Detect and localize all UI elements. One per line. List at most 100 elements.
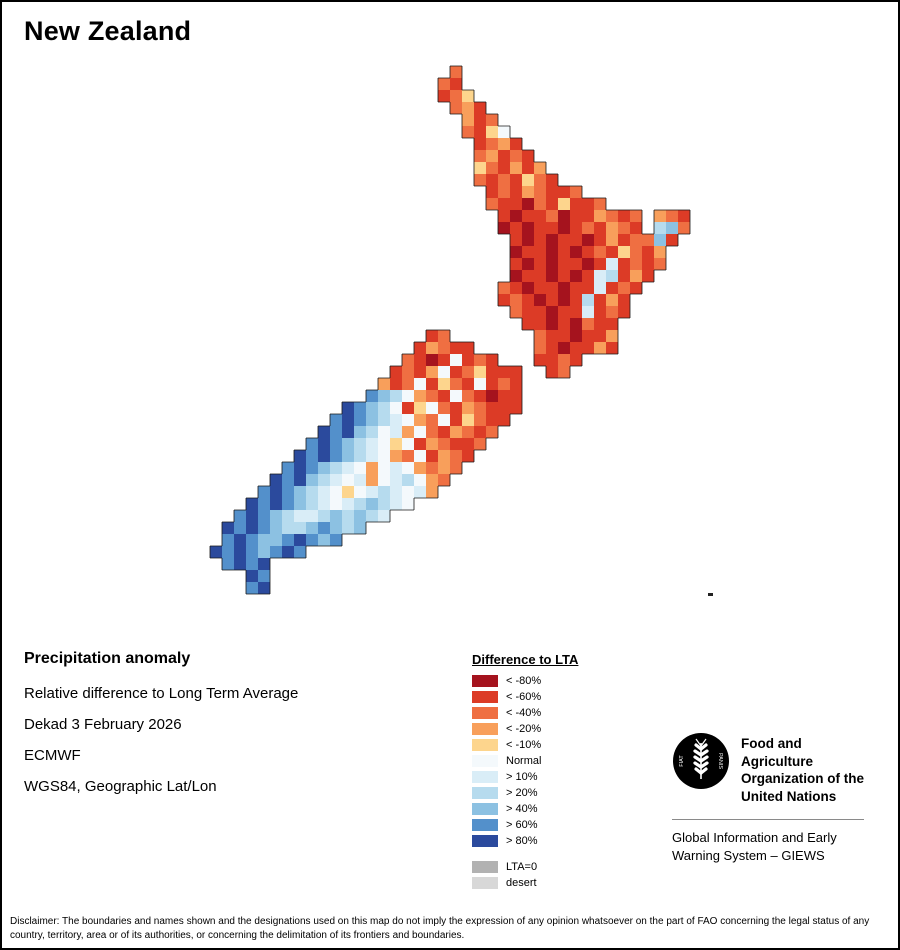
map-cell <box>306 534 318 546</box>
legend-swatch <box>472 835 498 847</box>
map-cell <box>534 246 546 258</box>
map-cell <box>486 150 498 162</box>
map-cell <box>330 462 342 474</box>
map-cell <box>426 474 438 486</box>
map-cell <box>534 318 546 330</box>
map-cell <box>522 186 534 198</box>
map-cell <box>414 426 426 438</box>
map-cell <box>378 414 390 426</box>
map-cell <box>510 222 522 234</box>
map-cell <box>510 246 522 258</box>
map-cell <box>342 522 354 534</box>
map-cell <box>534 330 546 342</box>
map-cell <box>366 510 378 522</box>
map-cell <box>354 498 366 510</box>
legend-swatch <box>472 819 498 831</box>
map-cell <box>450 66 462 78</box>
legend-swatch <box>472 787 498 799</box>
map-cell <box>522 246 534 258</box>
map-cell <box>582 270 594 282</box>
legend-label: Normal <box>506 755 542 767</box>
map-cell <box>630 282 642 294</box>
map-cell <box>606 306 618 318</box>
map-cell <box>270 498 282 510</box>
giews-line: Global Information and Early <box>672 830 837 846</box>
legend-label: < -40% <box>506 707 542 719</box>
legend-item: < -10% <box>472 739 578 751</box>
map-cell <box>330 486 342 498</box>
map-cell <box>510 234 522 246</box>
map-cell <box>498 198 510 210</box>
map-cell <box>522 150 534 162</box>
map-cell <box>282 534 294 546</box>
map-cell <box>486 426 498 438</box>
legend-swatch <box>472 877 498 889</box>
map-cell <box>618 234 630 246</box>
map-cell <box>366 414 378 426</box>
map-cell <box>498 222 510 234</box>
map-cell <box>606 246 618 258</box>
map-cell <box>558 258 570 270</box>
map-cell <box>498 186 510 198</box>
map-cell <box>558 234 570 246</box>
map-cell <box>582 258 594 270</box>
legend-item: > 80% <box>472 835 578 847</box>
info-line-dekad: Dekad 3 February 2026 <box>24 716 182 733</box>
map-cell <box>510 366 522 378</box>
map-cell <box>414 402 426 414</box>
map-cell <box>546 246 558 258</box>
map-cell <box>582 198 594 210</box>
map-cell <box>618 222 630 234</box>
map-cell <box>570 354 582 366</box>
map-cell <box>222 558 234 570</box>
map-cell <box>282 486 294 498</box>
map-cell <box>234 522 246 534</box>
map-cell <box>546 270 558 282</box>
map-cell <box>342 414 354 426</box>
map-cell <box>474 426 486 438</box>
map-cell <box>450 438 462 450</box>
map-cell <box>342 498 354 510</box>
map-cell <box>510 402 522 414</box>
map-cell <box>366 474 378 486</box>
map-cell <box>450 342 462 354</box>
map-cell <box>474 126 486 138</box>
map-cell <box>582 318 594 330</box>
map-cell <box>402 414 414 426</box>
map-cell <box>654 246 666 258</box>
map-cell <box>318 534 330 546</box>
legend-label: > 80% <box>506 835 538 847</box>
map-cell <box>222 534 234 546</box>
map-cell <box>426 330 438 342</box>
map-cell <box>414 414 426 426</box>
map-cell <box>426 378 438 390</box>
map-cell <box>438 402 450 414</box>
map-cell <box>258 498 270 510</box>
map-cell <box>474 102 486 114</box>
map-cell <box>402 474 414 486</box>
map-cell <box>210 546 222 558</box>
map-cell <box>354 462 366 474</box>
map-cell <box>510 282 522 294</box>
map-cell <box>498 138 510 150</box>
map-cell <box>390 378 402 390</box>
map-cell <box>522 174 534 186</box>
map-cell <box>270 534 282 546</box>
map-cell <box>474 366 486 378</box>
map-cell <box>630 222 642 234</box>
fao-name-line: Organization of the <box>741 771 864 787</box>
map-cell <box>426 402 438 414</box>
map-cell <box>318 438 330 450</box>
map-cell <box>546 258 558 270</box>
fao-name: Food and Agriculture Organization of the… <box>741 732 874 805</box>
map-cell <box>558 270 570 282</box>
map-cell <box>402 450 414 462</box>
map-cell <box>366 498 378 510</box>
map-cell <box>570 198 582 210</box>
map-cell <box>318 474 330 486</box>
map-cell <box>414 438 426 450</box>
map-cell <box>630 246 642 258</box>
map-cell <box>270 546 282 558</box>
map-cell <box>414 342 426 354</box>
map-cell <box>642 258 654 270</box>
